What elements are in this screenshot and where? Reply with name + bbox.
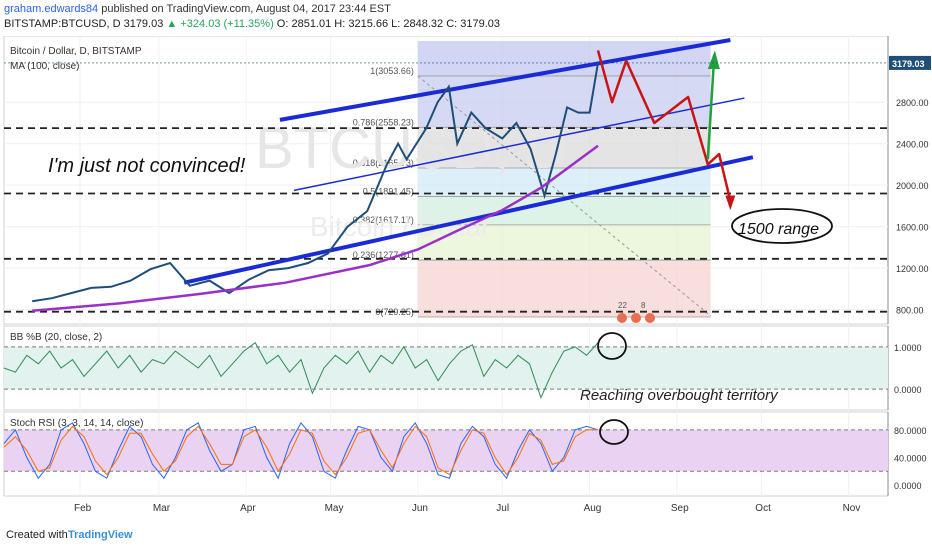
- y-tick-label: 1600.00: [896, 223, 929, 233]
- stoch-panel-title: Stoch RSI (3, 3, 14, 14, close): [10, 418, 143, 429]
- stoch-y-tick: 80.0000: [894, 426, 927, 436]
- event-badge: 8: [641, 301, 646, 310]
- price-series-line: [32, 62, 599, 303]
- event-flag-icon: [631, 313, 641, 323]
- annotation-not-convinced: I'm just not convinced!: [48, 155, 246, 177]
- projection-arrowhead-red: [725, 195, 736, 211]
- symbol-line: BITSTAMP:BTCUSD, D 3179.03 ▲ +324.03 (+1…: [4, 18, 500, 30]
- chart-footer: Created with TradingView: [0, 522, 932, 550]
- main-panel-title: Bitcoin / Dollar, D, BITSTAMP: [10, 46, 142, 57]
- x-tick-label: Aug: [584, 503, 602, 514]
- annotation-circle-stoch: [599, 419, 629, 445]
- price-change: ▲ +324.03 (+11.35%): [166, 18, 274, 30]
- projection-arrowhead-green: [707, 50, 720, 70]
- y-tick-label: 1200.00: [896, 264, 929, 274]
- fib-label: 0.618(2165.73): [353, 158, 414, 168]
- annotation-circle-range: [731, 208, 833, 244]
- trendline-lower: [183, 155, 754, 285]
- symbol-watermark-sub: Bitcoin / Dollar: [310, 211, 491, 242]
- stoch-band-fill: [4, 429, 888, 472]
- annotation-overbought: Reaching overbought territory: [580, 387, 779, 404]
- published-text: published on TradingView.com, August 04,…: [101, 3, 391, 15]
- x-tick-label: Oct: [755, 503, 771, 514]
- event-flag-icon: [645, 313, 655, 323]
- fib-label: 0.236(1277.81): [353, 250, 414, 260]
- stoch-k-line: [3, 422, 599, 480]
- ma-indicator-label: MA (100, close): [10, 61, 79, 72]
- x-tick-label: Feb: [74, 503, 92, 514]
- x-tick-label: Jul: [496, 503, 509, 514]
- chart-canvas[interactable]: 800.00 1200.00 1600.00 2000.00 2400.00 2800.0…: [0, 36, 932, 522]
- ohlc-values: O: 2851.01 H: 3215.66 L: 2848.32 C: 3179…: [276, 18, 501, 30]
- fib-label: 0.382(1617.17): [353, 215, 414, 225]
- x-tick-label: Mar: [153, 503, 171, 514]
- annotation-circle-bb: [597, 332, 627, 360]
- projection-path-green: [706, 62, 716, 160]
- trendline-mid: [293, 97, 745, 192]
- x-tick-label: Sep: [671, 503, 689, 514]
- x-tick-label: Apr: [240, 503, 256, 514]
- x-tick-label: Jun: [412, 503, 428, 514]
- publish-line: graham.edwards84 published on TradingVie…: [4, 3, 391, 15]
- fib-label: 1(3053.66): [370, 66, 414, 76]
- last-price-badge: [889, 55, 931, 70]
- bb-panel-title: BB %B (20, close, 2): [10, 332, 102, 343]
- symbol-info: BITSTAMP:BTCUSD, D 3179.03: [4, 18, 164, 30]
- ma-series-line: [32, 144, 599, 312]
- tradingview-logo[interactable]: TradingView: [68, 529, 133, 541]
- symbol-watermark: BTCUSD, D: [255, 116, 568, 181]
- last-price-text: 3179.03: [892, 59, 925, 69]
- stoch-y-tick: 0.0000: [894, 481, 922, 491]
- created-with-text: Created with: [6, 529, 68, 541]
- fib-zone: [417, 127, 711, 168]
- y-tick-label: 2000.00: [896, 181, 929, 191]
- bb-series-line: [3, 341, 599, 399]
- y-tick-label: 2800.00: [896, 98, 929, 108]
- x-tick-label: May: [325, 503, 344, 514]
- projection-path-red: [596, 50, 732, 201]
- trendline-upper: [279, 38, 731, 122]
- fib-zone: [417, 167, 711, 197]
- fib-label: 0.5(1891.45): [363, 186, 414, 196]
- bb-y-tick: 0.0000: [894, 385, 922, 395]
- fib-zone: [417, 224, 711, 261]
- stoch-d-line: [3, 425, 598, 476]
- event-badge: 22: [618, 301, 627, 310]
- author-link[interactable]: graham.edwards84: [4, 3, 99, 15]
- chart-header: graham.edwards84 published on TradingVie…: [0, 0, 932, 34]
- y-tick-label: 2400.00: [896, 140, 929, 150]
- bb-y-tick: 1.0000: [894, 343, 922, 353]
- bb-band-fill: [4, 346, 888, 390]
- event-flag-icon: [617, 313, 627, 323]
- annotation-1500-range: 1500 range: [738, 221, 819, 238]
- y-tick-label: 800.00: [896, 306, 924, 316]
- fib-label: 0.786(2558.23): [353, 117, 414, 127]
- stoch-y-tick: 40.0000: [894, 453, 927, 463]
- x-tick-label: Nov: [843, 503, 861, 514]
- fib-zone: [417, 260, 711, 317]
